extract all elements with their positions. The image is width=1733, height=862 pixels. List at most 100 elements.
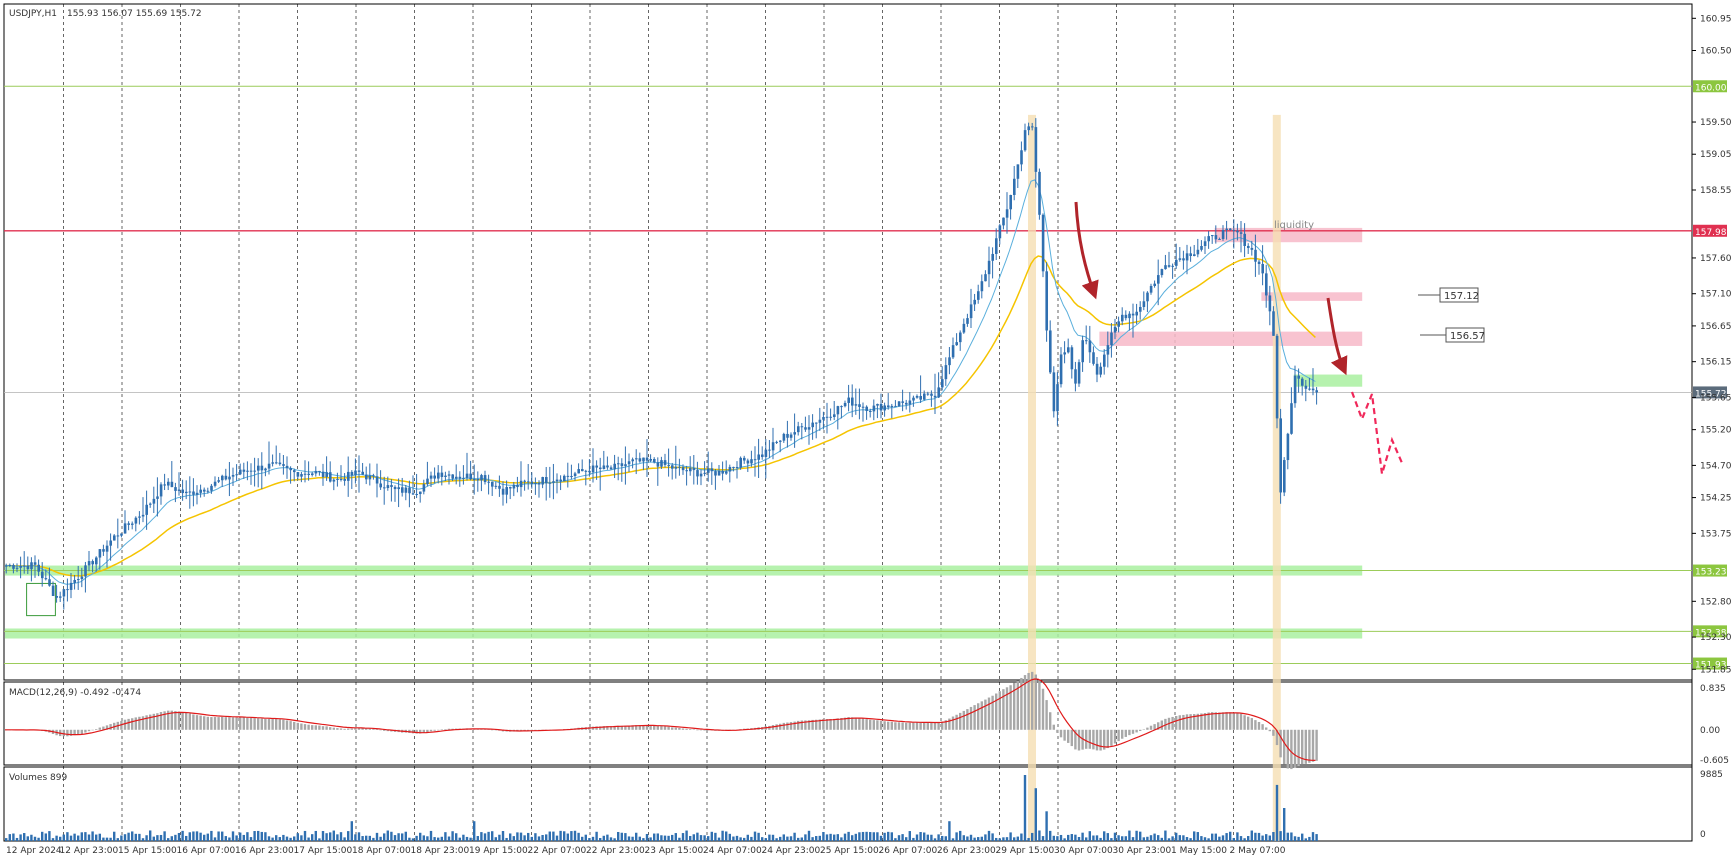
price-tick-label: 153.75 (1700, 529, 1732, 539)
macd-bar (858, 717, 861, 730)
macd-bar (645, 725, 649, 730)
candle-body (1103, 354, 1106, 367)
candle-body (84, 565, 87, 577)
candle-body (1049, 330, 1052, 373)
macd-bar (825, 719, 829, 730)
volume-bar (1074, 834, 1077, 841)
macd-bar (883, 721, 886, 730)
macd-bar (491, 729, 494, 731)
macd-bar (1247, 716, 1250, 730)
candle-body (1045, 271, 1048, 331)
candle-body (951, 345, 955, 358)
candle-body (267, 463, 271, 469)
volume-bar (105, 837, 109, 841)
volume-bar (458, 837, 461, 841)
candle-body (1283, 460, 1286, 493)
volume-bar (1009, 832, 1012, 841)
macd-bar (1142, 729, 1145, 730)
volume-bar (570, 831, 573, 841)
volume-bar (937, 834, 940, 841)
volume-bar (321, 831, 325, 841)
macd-bar (800, 720, 803, 730)
candle-body (242, 469, 246, 472)
candle-body (768, 449, 771, 451)
volume-bar (102, 837, 105, 841)
volume-bar (638, 836, 641, 841)
macd-bar (807, 720, 811, 730)
volume-bar (613, 838, 616, 841)
candle-body (843, 402, 847, 407)
candle-body (779, 440, 782, 442)
volume-bar (757, 832, 760, 841)
candle-body (357, 470, 361, 472)
candle-body (1016, 164, 1020, 179)
macd-bar (1261, 724, 1264, 730)
candle-body (984, 274, 987, 282)
candle-body (131, 523, 134, 525)
volume-bar (422, 835, 425, 841)
macd-bar (1185, 714, 1189, 730)
macd-bar (357, 728, 361, 730)
volume-bar (1041, 836, 1045, 841)
candle-body (897, 401, 901, 407)
macd-bar (923, 722, 926, 730)
macd-bar (1283, 729, 1286, 765)
macd-bar (660, 726, 663, 730)
macd-bar (1232, 712, 1235, 730)
macd-bar (1265, 727, 1268, 730)
volume-bar (833, 834, 836, 841)
candle-body (127, 523, 130, 525)
volume-bar (876, 832, 879, 841)
candle-body (1106, 345, 1110, 355)
drop-arrow-2 (1326, 297, 1348, 376)
candle-body (761, 454, 764, 457)
macd-bar (257, 718, 260, 730)
volume-bar (743, 837, 746, 841)
candle-body (487, 481, 490, 483)
candle-body (1239, 232, 1243, 234)
volume-bar (1038, 830, 1041, 841)
price-tag-label: 152.38 (1695, 628, 1727, 638)
time-label: 30 Apr 07:00 (1054, 846, 1113, 856)
volume-bar (181, 830, 184, 841)
time-label: 24 Apr 07:00 (703, 846, 762, 856)
macd-bar (375, 729, 379, 730)
volume-bar (696, 832, 699, 841)
time-label: 25 Apr 15:00 (820, 846, 879, 856)
volume-panel-frame (3, 766, 1693, 842)
volume-bar (401, 833, 404, 841)
volume-bar (19, 834, 22, 841)
candle-body (1261, 263, 1264, 274)
volume-bar (379, 836, 382, 841)
candle-body (1257, 261, 1261, 264)
candle-body (41, 571, 44, 579)
candle-body (1182, 258, 1185, 261)
candle-body (1211, 235, 1214, 237)
volume-bar (1254, 832, 1257, 841)
volume-bar (555, 835, 559, 841)
candle-body (1221, 229, 1225, 239)
volume-bar (689, 835, 692, 841)
macd-bar (905, 722, 908, 730)
volume-bar (1124, 836, 1127, 841)
candle-body (336, 478, 339, 480)
macd-bar (1023, 675, 1027, 730)
macd-bar (1211, 712, 1214, 730)
candle-body (23, 565, 26, 567)
volume-bar (177, 832, 181, 841)
candle-body (552, 481, 555, 483)
macd-bar (804, 720, 807, 730)
macd-bar (627, 725, 631, 730)
candle-body (689, 468, 692, 472)
candle-body (293, 470, 296, 473)
macd-bar (199, 715, 202, 730)
volume-bar (1081, 832, 1084, 841)
volume-bar (815, 836, 818, 841)
candle-body (1131, 313, 1135, 316)
price-tick-label: 155.20 (1700, 426, 1732, 436)
price-tag-label: 155.72 (1695, 389, 1727, 399)
macd-bar (1038, 680, 1041, 730)
time-label: 26 Apr 23:00 (937, 846, 996, 856)
volume-bar (775, 838, 778, 841)
